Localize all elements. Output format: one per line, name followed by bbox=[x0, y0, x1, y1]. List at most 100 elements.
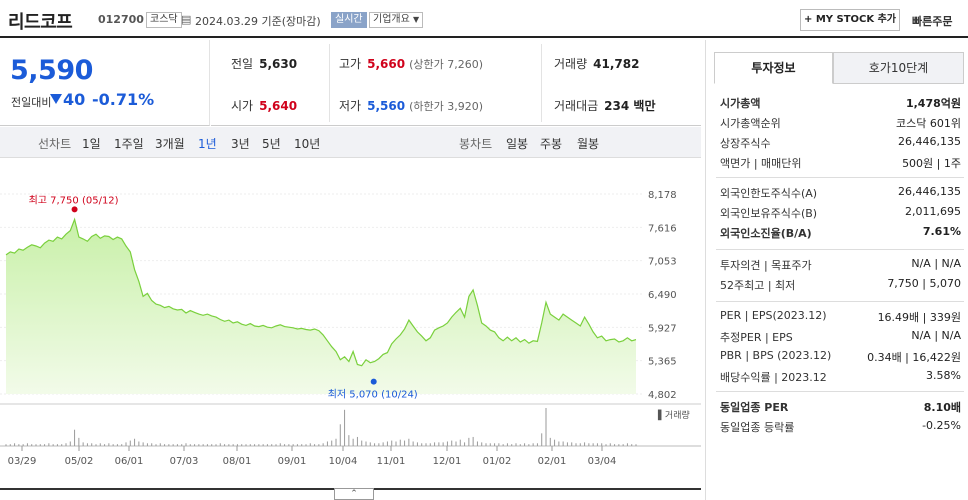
info-row: 시가총액순위 코스닥 601위 bbox=[720, 115, 961, 133]
y-tick-label: 8,178 bbox=[648, 190, 677, 201]
tab-invest-info[interactable]: 투자정보 bbox=[714, 52, 833, 84]
tab-1d[interactable]: 1일 bbox=[82, 137, 101, 151]
prev-close: 전일 5,630 bbox=[231, 57, 298, 71]
tab-1w[interactable]: 1주일 bbox=[114, 137, 144, 151]
info-row: 외국인한도주식수(A) 26,446,135 bbox=[720, 185, 961, 203]
tab-10y[interactable]: 10년 bbox=[294, 137, 321, 151]
info-row: 시가총액 1,478억원 bbox=[720, 95, 961, 113]
current-price-box: 5,590 전일대비 40 -0.71% bbox=[0, 40, 210, 126]
change-value: 40 bbox=[63, 90, 86, 109]
down-arrow-icon bbox=[50, 94, 62, 104]
info-row-value: 26,446,135 bbox=[898, 185, 961, 198]
panel-tabs: 투자정보 호가10단계 bbox=[714, 52, 964, 84]
info-row-label: PBR | BPS (2023.12) bbox=[720, 349, 832, 362]
info-row-value: 코스닥 601위 bbox=[896, 117, 961, 130]
tab-orderbook[interactable]: 호가10단계 bbox=[833, 52, 964, 84]
info-row-value: 0.34배 | 16,422원 bbox=[867, 351, 961, 364]
info-row-label: 시가총액순위 bbox=[720, 117, 781, 130]
y-tick-label: 7,053 bbox=[648, 257, 677, 268]
info-row-value: 3.58% bbox=[926, 369, 961, 382]
stock-name: 리드코프 bbox=[8, 12, 73, 33]
tab-3y[interactable]: 3년 bbox=[231, 137, 250, 151]
tab-1y[interactable]: 1년 bbox=[198, 137, 217, 151]
high-price: 고가 5,660 (상한가 7,260) bbox=[339, 57, 483, 71]
x-tick-label: 06/01 bbox=[115, 456, 144, 467]
info-row-label: 52주최고 | 최저 bbox=[720, 279, 796, 292]
volume-label: ▌거래량 bbox=[657, 409, 690, 421]
volume: 거래량 41,782 bbox=[554, 57, 640, 71]
y-tick-label: 5,365 bbox=[648, 357, 677, 368]
info-row-label: 시가총액 bbox=[720, 97, 761, 110]
corp-info-label: 기업개요 bbox=[373, 14, 410, 25]
info-row-value: N/A | N/A bbox=[911, 329, 961, 342]
info-row-label: 추정PER | EPS bbox=[720, 331, 793, 344]
low-marker bbox=[370, 378, 377, 385]
divider bbox=[329, 44, 330, 122]
info-row: 배당수익률 | 2023.12 3.58% bbox=[720, 369, 961, 387]
candle-chart-label: 봉차트 bbox=[459, 137, 493, 151]
info-row-value: N/A | N/A bbox=[911, 257, 961, 270]
info-row-label: 외국인한도주식수(A) bbox=[720, 187, 818, 200]
chevron-down-icon: ▼ bbox=[413, 15, 420, 24]
add-my-stock-button[interactable]: + MY STOCK 추가 bbox=[800, 9, 900, 31]
as-of-date: 2024.03.29 기준(장마감) bbox=[195, 15, 321, 28]
info-row-value: -0.25% bbox=[922, 419, 961, 432]
tab-weekly[interactable]: 주봉 bbox=[540, 137, 563, 151]
trade-amount: 거래대금 234 백만 bbox=[554, 99, 656, 113]
open-price: 시가 5,640 bbox=[231, 99, 298, 113]
x-tick-label: 12/01 bbox=[433, 456, 462, 467]
y-tick-label: 6,490 bbox=[648, 290, 677, 301]
info-row: PER | EPS(2023.12) 16.49배 | 339원 bbox=[720, 309, 961, 327]
info-row-label: 투자의견 | 목표주가 bbox=[720, 259, 812, 272]
price-chart-svg: 8,178 7,616 7,053 6,490 5,927 5,365 4,802 최고 7,… bbox=[0, 190, 701, 467]
current-price: 5,590 bbox=[10, 55, 93, 86]
stock-code: 012700 bbox=[98, 13, 144, 26]
info-row: 동일업종 PER 8.10배 bbox=[720, 399, 961, 417]
price-stats: 전일 5,630 시가 5,640 고가 5,660 (상한가 7,260) 저가 5,5… bbox=[211, 40, 701, 126]
info-row: 외국인소진율(B/A) 7.61% bbox=[720, 225, 961, 243]
info-row-label: 동일업종 등락률 bbox=[720, 421, 795, 434]
panel-divider bbox=[716, 249, 964, 250]
price-chart[interactable]: 8,178 7,616 7,053 6,490 5,927 5,365 4,802 최고 7,… bbox=[0, 160, 701, 490]
low-label: 최저 5,070 (10/24) bbox=[328, 389, 418, 401]
x-tick-label: 03/29 bbox=[8, 456, 37, 467]
y-tick-label: 5,927 bbox=[648, 323, 677, 334]
realtime-button[interactable]: 실시간 bbox=[331, 12, 367, 28]
x-tick-label: 11/01 bbox=[377, 456, 406, 467]
info-row-value: 7,750 | 5,070 bbox=[887, 277, 961, 290]
info-row: 외국인보유주식수(B) 2,011,695 bbox=[720, 205, 961, 223]
change-label: 전일대비 bbox=[11, 96, 52, 109]
change-percent: -0.71% bbox=[92, 90, 155, 109]
price-line bbox=[5, 217, 637, 367]
info-row-label: PER | EPS(2023.12) bbox=[720, 309, 827, 322]
info-row-label: 외국인소진율(B/A) bbox=[720, 227, 812, 240]
info-row-value: 2,011,695 bbox=[905, 205, 961, 218]
tab-3m[interactable]: 3개월 bbox=[155, 137, 185, 151]
info-row: 상장주식수 26,446,135 bbox=[720, 135, 961, 153]
info-row-label: 외국인보유주식수(B) bbox=[720, 207, 818, 220]
info-row-value: 8.10배 bbox=[923, 401, 961, 414]
info-row: 투자의견 | 목표주가 N/A | N/A bbox=[720, 257, 961, 275]
info-row-value: 500원 | 1주 bbox=[902, 157, 961, 170]
collapse-chart-button[interactable]: ⌃ bbox=[334, 488, 374, 500]
info-row-label: 상장주식수 bbox=[720, 137, 771, 150]
corp-info-dropdown[interactable]: 기업개요 ▼ bbox=[369, 12, 424, 28]
info-row-value: 26,446,135 bbox=[898, 135, 961, 148]
quick-order-link[interactable]: 빠른주문 bbox=[912, 15, 953, 28]
x-tick-label: 10/04 bbox=[329, 456, 358, 467]
info-row-value: 7.61% bbox=[922, 225, 961, 238]
tab-monthly[interactable]: 월봉 bbox=[577, 137, 600, 151]
high-label: 최고 7,750 (05/12) bbox=[29, 194, 119, 206]
info-row-value: 1,478억원 bbox=[905, 97, 961, 110]
info-row-value: 16.49배 | 339원 bbox=[877, 311, 961, 324]
tab-5y[interactable]: 5년 bbox=[262, 137, 281, 151]
divider bbox=[541, 44, 542, 122]
info-row-label: 동일업종 PER bbox=[720, 401, 789, 414]
high-marker bbox=[71, 206, 78, 213]
panel-divider bbox=[716, 177, 964, 178]
chart-tabs: 선차트 1일 1주일 3개월 1년 3년 5년 10년 봉차트 일봉 주봉 월봉 bbox=[0, 127, 701, 158]
panel-divider bbox=[716, 301, 964, 302]
tab-daily[interactable]: 일봉 bbox=[506, 137, 529, 151]
x-tick-label: 09/01 bbox=[278, 456, 307, 467]
